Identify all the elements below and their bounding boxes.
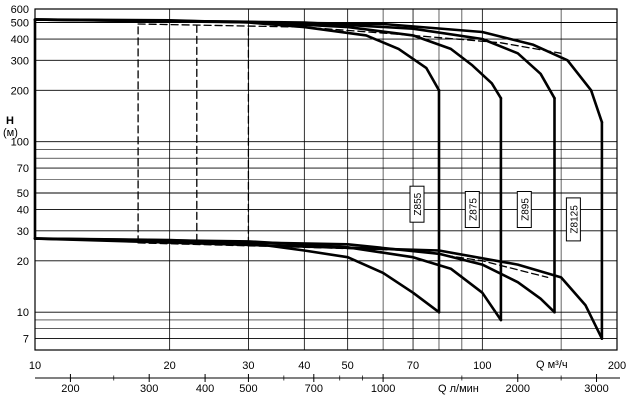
model-label-box: [464, 191, 480, 228]
x2-tick-label: 400: [196, 383, 214, 395]
model-label: Z895: [516, 191, 532, 228]
model-label-box: [565, 197, 581, 242]
y-tick-label: 300: [11, 55, 29, 67]
series-lower-curve: [33, 237, 556, 314]
series-lower-curve: [137, 242, 549, 279]
model-label: Z855: [409, 185, 425, 223]
y-tick-label: 100: [11, 137, 29, 149]
x2-tick-label: 1000: [371, 383, 395, 395]
model-label: Z875: [464, 191, 480, 228]
y-tick-label: 400: [11, 34, 29, 46]
x2-tick-label: 2000: [506, 383, 530, 395]
series-lower-curve: [33, 237, 604, 340]
x-tick-label: 10: [29, 360, 41, 372]
series-upper-curve: [33, 18, 604, 124]
y-axis-unit: (м): [3, 127, 18, 139]
x2-tick-label: 3000: [584, 383, 608, 395]
y-tick-label: 600: [11, 4, 29, 16]
x2-tick-label: 700: [305, 383, 323, 395]
curves: [33, 18, 604, 340]
y-tick-label: 10: [17, 307, 29, 319]
x2-tick-label: 200: [61, 383, 79, 395]
x-axis-unit-label: Q м³/ч: [536, 359, 568, 371]
model-label: Z8125: [565, 197, 581, 242]
y-tick-label: 70: [17, 163, 29, 175]
x-tick-label: 20: [164, 360, 176, 372]
x2-axis-unit-label: Q л/мин: [438, 383, 479, 395]
y-tick-label: 20: [17, 256, 29, 268]
y-tick-label: 40: [17, 205, 29, 217]
series-upper-curve: [137, 23, 562, 54]
y-tick-label: 30: [17, 226, 29, 238]
y-tick-label: 200: [11, 85, 29, 97]
model-label-text: Z855: [413, 192, 424, 215]
x2-tick-label: 300: [140, 383, 158, 395]
x-tick-label: 200: [608, 360, 626, 372]
model-label-text: Z875: [468, 198, 479, 221]
y-tick-label: 50: [17, 188, 29, 200]
y-axis-title: H: [6, 115, 14, 127]
x2-tick-label: 500: [239, 383, 257, 395]
x-tick-label: 100: [473, 360, 491, 372]
model-label-text: Z8125: [569, 205, 580, 234]
labels: 600 500 400 300 200 100 70 50 40 30 20 10 7 10 20 30 40 5…: [11, 4, 627, 395]
x-tick-label: 30: [242, 360, 254, 372]
y-tick-label: 7: [23, 334, 29, 346]
model-label-box: [409, 185, 425, 223]
model-label-box: [516, 191, 532, 228]
y-tick-label: 500: [11, 18, 29, 30]
x-tick-label: 70: [407, 360, 419, 372]
x-tick-label: 50: [342, 360, 354, 372]
model-label-text: Z895: [520, 198, 531, 221]
x-tick-label: 40: [298, 360, 310, 372]
